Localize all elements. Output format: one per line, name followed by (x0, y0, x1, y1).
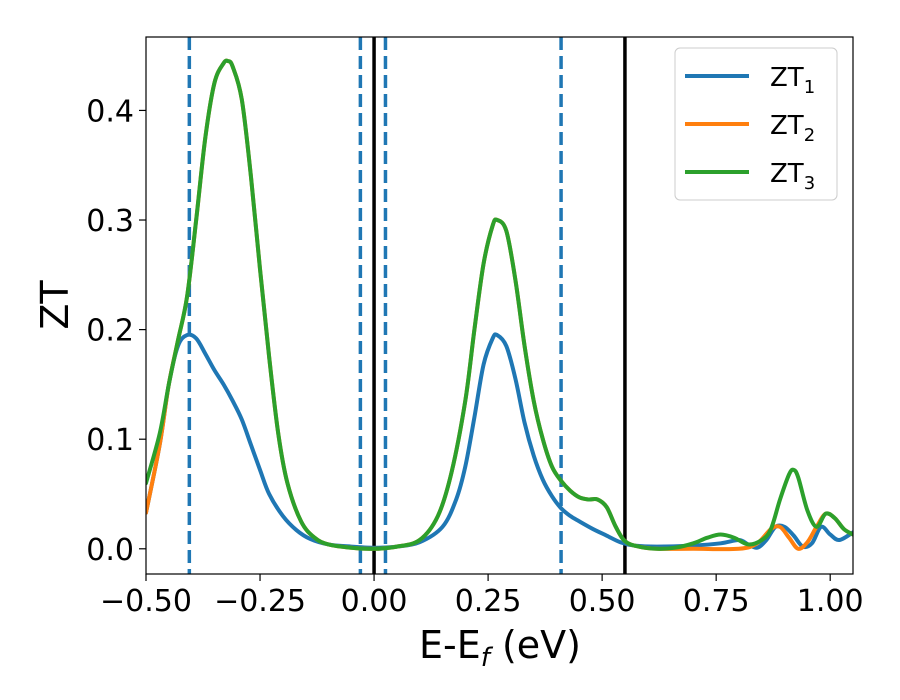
y-tick-label: 0.1 (86, 423, 134, 458)
legend-label-zt3: ZT3 (770, 159, 815, 194)
y-tick-label: 0.0 (86, 533, 134, 568)
y-tick-label: 0.4 (86, 94, 134, 129)
x-tick-label: −0.25 (214, 584, 306, 619)
vertical-reference-lines (187, 37, 627, 574)
legend-label-main: ZT (770, 111, 804, 141)
legend-label-zt1: ZT1 (770, 63, 815, 98)
y-tick-label: 0.2 (86, 314, 134, 349)
x-tick-label: 0.75 (683, 584, 750, 619)
data-series (146, 58, 853, 552)
x-axis-ticks: −0.50 −0.25 0.00 0.25 0.50 0.75 1.00 (100, 574, 864, 619)
legend-label-subscript: 3 (804, 173, 815, 194)
x-axis-label-unit: (eV) (490, 623, 581, 667)
legend-label-subscript: 1 (804, 77, 815, 98)
legend-label-subscript: 2 (804, 125, 815, 146)
x-axis-label: E-Ef (eV) (419, 623, 581, 673)
y-axis-label: ZT (33, 280, 77, 330)
y-tick-label: 0.3 (86, 204, 134, 239)
legend-label-main: ZT (770, 63, 804, 93)
x-tick-label: 0.50 (569, 584, 636, 619)
x-tick-label: −0.50 (100, 584, 192, 619)
y-axis-ticks: 0.0 0.1 0.2 0.3 0.4 (86, 94, 146, 568)
series-line-zt3 (146, 58, 853, 551)
x-tick-label: 1.00 (797, 584, 864, 619)
series-line-zt1 (146, 332, 853, 550)
plot-frame (145, 36, 854, 575)
x-tick-label: 0.00 (341, 584, 408, 619)
legend-label-zt2: ZT2 (770, 111, 815, 146)
x-tick-label: 0.25 (455, 584, 522, 619)
legend-label-main: ZT (770, 159, 804, 189)
legend-box (674, 47, 838, 201)
x-axis-label-main: E-E (419, 623, 481, 667)
